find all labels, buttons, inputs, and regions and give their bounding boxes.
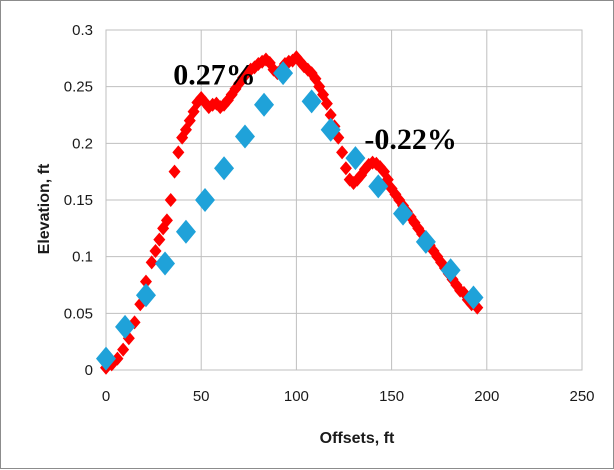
- data-point: [164, 193, 177, 207]
- data-point: [320, 96, 333, 111]
- data-point: [339, 161, 352, 176]
- slope-annotation: -0.22%: [364, 123, 457, 156]
- y-tick-label: 0.05: [64, 305, 93, 322]
- data-point: [175, 219, 196, 244]
- data-point: [168, 164, 181, 179]
- x-axis-title: Offsets, ft: [320, 430, 395, 447]
- data-point: [324, 108, 337, 122]
- data-point: [393, 201, 414, 226]
- data-point: [172, 145, 185, 160]
- y-tick-label: 0.25: [64, 79, 93, 96]
- data-point: [463, 285, 484, 310]
- data-point: [301, 89, 322, 114]
- data-point: [254, 92, 275, 117]
- data-point: [155, 251, 176, 276]
- data-point: [415, 229, 436, 254]
- data-point: [111, 351, 124, 366]
- data-point: [160, 213, 173, 228]
- data-point: [96, 346, 116, 371]
- data-point: [117, 342, 130, 357]
- data-point: [153, 232, 166, 247]
- data-point: [440, 258, 461, 283]
- x-tick-label: 0: [102, 388, 110, 405]
- y-axis-title: Elevation, ft: [36, 163, 53, 254]
- y-tick-label: 0.1: [72, 249, 93, 266]
- annotations: 0.27% -0.22%: [173, 58, 457, 156]
- data-point: [345, 146, 366, 171]
- x-tick-label: 150: [379, 388, 404, 405]
- data-point: [195, 188, 216, 212]
- data-point: [135, 283, 156, 308]
- data-point: [214, 156, 235, 181]
- data-point: [234, 124, 255, 149]
- data-point: [115, 314, 136, 339]
- data-point: [273, 61, 294, 86]
- x-tick-label: 250: [569, 388, 594, 405]
- data-point: [139, 274, 152, 289]
- data-point: [179, 122, 192, 137]
- y-tick-label: 0.2: [72, 135, 93, 152]
- data-point: [320, 117, 341, 142]
- data-point: [263, 55, 276, 70]
- tick-labels: 0 0.05 0.1 0.15 0.2 0.25 0.3 0 50 100 150 200 250: [64, 22, 595, 405]
- data-point: [336, 145, 349, 160]
- slope-annotation: 0.27%: [173, 58, 256, 91]
- data-point: [145, 255, 158, 270]
- series-1-markers: [96, 61, 484, 371]
- data-point: [368, 174, 389, 199]
- y-tick-label: 0: [85, 362, 93, 379]
- data-point: [149, 244, 162, 258]
- data-markers: [96, 50, 484, 375]
- x-tick-label: 100: [284, 388, 309, 405]
- x-tick-label: 50: [193, 388, 210, 405]
- y-tick-label: 0.3: [72, 22, 93, 39]
- y-tick-label: 0.15: [64, 192, 93, 209]
- x-tick-label: 200: [474, 388, 499, 405]
